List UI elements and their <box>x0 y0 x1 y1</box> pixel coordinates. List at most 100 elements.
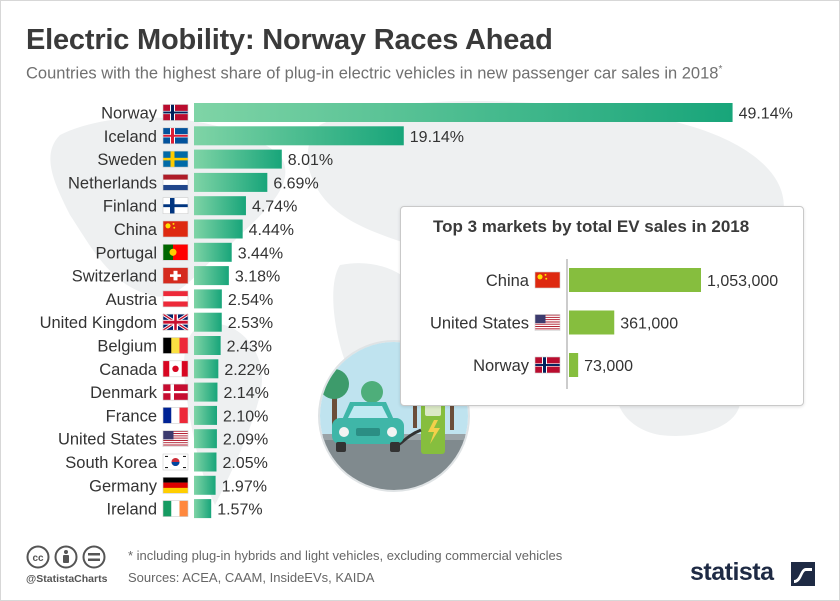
category-label: Switzerland <box>72 268 157 286</box>
by-icon <box>54 545 78 569</box>
bar <box>194 242 232 262</box>
flag-belgium <box>162 337 189 354</box>
inset-title: Top 3 markets by total EV sales in 2018 <box>433 217 750 236</box>
inset-value-label: 361,000 <box>620 316 678 333</box>
value-label: 1.97% <box>222 478 267 495</box>
value-label: 2.09% <box>223 432 268 449</box>
bar-row: United States 2.09% <box>58 429 268 449</box>
flag-switzerland <box>162 267 189 284</box>
category-label: France <box>106 407 157 425</box>
bar-row: Sweden 8.01% <box>97 149 333 169</box>
bar-row: Netherlands 6.69% <box>68 172 319 192</box>
value-label: 6.69% <box>273 175 318 192</box>
bar <box>194 359 219 379</box>
bar <box>194 475 216 495</box>
flag-united-states <box>162 430 189 448</box>
bar <box>194 172 268 192</box>
bar <box>194 103 733 122</box>
value-label: 4.44% <box>249 222 294 239</box>
bar <box>194 126 404 146</box>
inset-category-label: United States <box>430 315 529 333</box>
bar-row: Finland 4.74% <box>103 196 297 216</box>
chart-subtitle: Countries with the highest share of plug… <box>26 64 722 84</box>
bar <box>194 429 217 449</box>
cc-icon: cc <box>26 545 50 569</box>
flag-south-korea <box>162 453 189 471</box>
statista-logo[interactable]: statista <box>690 558 774 586</box>
bar <box>194 266 229 286</box>
inset-bar-row: China 1,053,000 <box>486 268 778 292</box>
bar-row: Canada 2.22% <box>99 359 270 379</box>
category-label: Finland <box>103 198 157 216</box>
category-label: Belgium <box>97 338 157 356</box>
inset-category-label: Norway <box>473 357 530 375</box>
category-label: Denmark <box>90 384 158 402</box>
value-label: 2.05% <box>222 455 267 472</box>
nd-icon <box>82 545 106 569</box>
bar <box>194 499 212 519</box>
value-label: 3.44% <box>238 245 283 262</box>
category-label: South Korea <box>65 454 158 472</box>
top-markets-panel: Top 3 markets by total EV sales in 2018 … <box>400 206 804 406</box>
value-label: 3.18% <box>235 269 280 286</box>
value-label: 2.14% <box>223 385 268 402</box>
bar-row: France 2.10% <box>106 405 268 425</box>
bar-row: Portugal 3.44% <box>96 242 283 262</box>
value-label: 2.10% <box>223 408 268 425</box>
inset-bar <box>569 353 579 377</box>
bar-row: China 4.44% <box>114 219 294 239</box>
inset-value-label: 73,000 <box>584 358 633 375</box>
inset-bar <box>569 310 615 335</box>
statista-handle: @StatistaCharts <box>26 573 108 585</box>
category-label: Norway <box>101 105 158 123</box>
category-label: United Kingdom <box>40 314 157 332</box>
category-label: United States <box>58 431 157 449</box>
bar-row: Ireland 1.57% <box>107 499 263 519</box>
bar-row: Norway 49.14% <box>101 103 793 123</box>
bar-row: Belgium 2.43% <box>97 336 272 356</box>
category-label: Sweden <box>97 151 157 169</box>
subtitle-text: Countries with the highest share of plug… <box>26 64 719 83</box>
bar-row: Germany 1.97% <box>89 475 267 495</box>
bar <box>194 336 221 355</box>
value-label: 1.57% <box>217 502 262 519</box>
bar-row: United Kingdom 2.53% <box>40 312 273 332</box>
bar <box>194 289 222 309</box>
flag-denmark <box>162 383 189 401</box>
subtitle-footnote-mark: * <box>718 64 723 75</box>
flag-iceland <box>162 127 189 145</box>
flag-germany <box>162 476 189 494</box>
bar <box>194 149 282 169</box>
inset-bar <box>569 268 701 292</box>
flag-ireland <box>162 500 189 517</box>
top-markets-bar-chart: China 1,053,000 United States 361,000 Norway… <box>430 259 778 389</box>
bar-row: Austria 2.54% <box>106 289 273 309</box>
flag-norway <box>162 104 189 121</box>
value-label: 2.22% <box>224 362 269 379</box>
flag-austria <box>162 290 189 308</box>
chart-title: Electric Mobility: Norway Races Ahead <box>26 24 553 56</box>
sources-line: Sources: ACEA, CAAM, InsideEVs, KAIDA <box>128 570 375 585</box>
inset-bar-row: United States 361,000 <box>430 310 678 335</box>
category-label: Germany <box>89 477 158 495</box>
category-label: Iceland <box>104 128 157 146</box>
inset-value-label: 1,053,000 <box>707 273 778 290</box>
flag-united-states <box>534 314 561 331</box>
bar <box>194 196 246 216</box>
flag-france <box>162 407 189 424</box>
inset-category-label: China <box>486 272 530 290</box>
bar <box>194 382 218 402</box>
bar-row: Denmark 2.14% <box>90 382 269 402</box>
statista-logo-icon[interactable] <box>791 562 815 586</box>
bar-row: Switzerland 3.18% <box>72 266 280 286</box>
category-label: China <box>114 221 158 239</box>
bar <box>194 312 222 332</box>
bar-row: Iceland 19.14% <box>104 126 464 146</box>
flag-netherlands <box>162 174 189 191</box>
category-label: Canada <box>99 361 158 379</box>
value-label: 8.01% <box>288 152 333 169</box>
value-label: 2.43% <box>227 339 272 356</box>
category-label: Ireland <box>107 501 157 519</box>
value-label: 49.14% <box>739 106 793 123</box>
